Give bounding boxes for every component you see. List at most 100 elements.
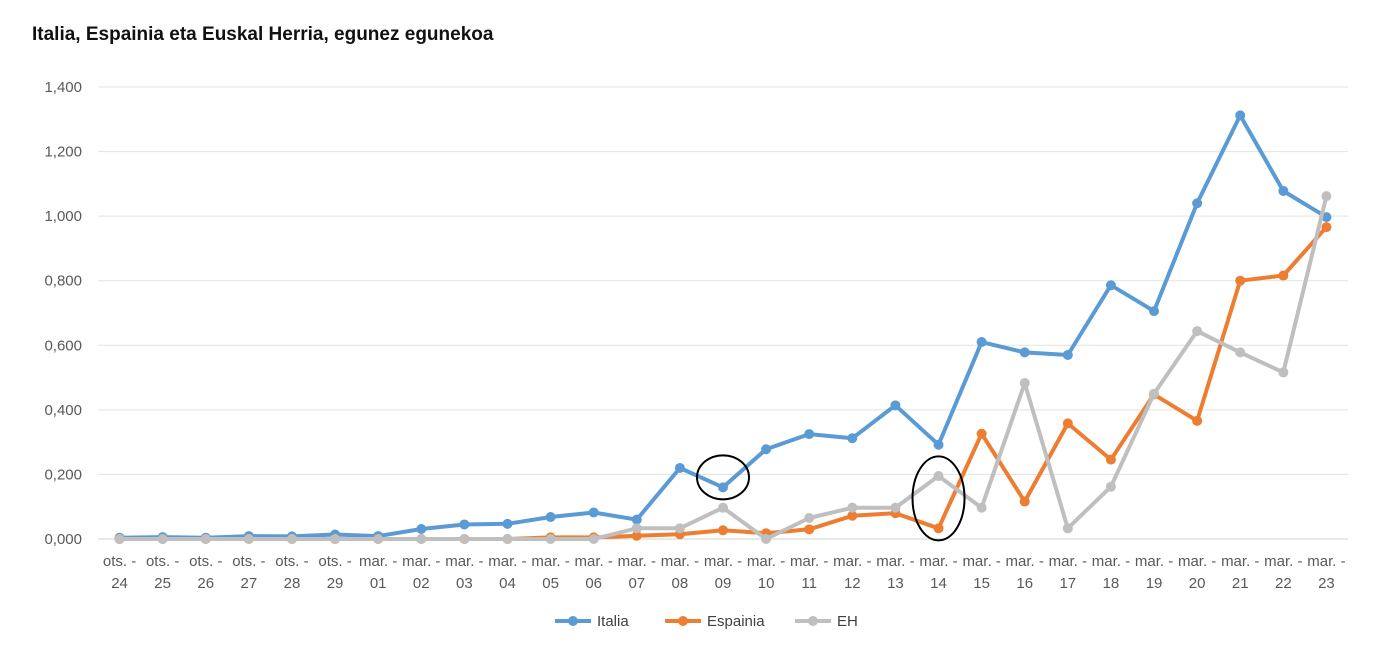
data-point — [502, 518, 513, 529]
legend-item-eh: EH — [795, 613, 858, 630]
data-point — [1321, 212, 1332, 223]
data-point — [1192, 198, 1203, 209]
x-tick-label: mar. -01 — [359, 553, 397, 592]
data-point — [200, 534, 211, 544]
x-tick-label: mar. -03 — [445, 553, 483, 592]
data-point — [674, 462, 685, 473]
x-tick-label: mar. -09 — [704, 553, 742, 592]
data-point — [674, 523, 685, 534]
data-point — [1235, 110, 1246, 121]
series-italia — [114, 110, 1332, 543]
annotations — [696, 454, 966, 542]
data-point — [847, 510, 858, 521]
data-point — [588, 534, 599, 544]
data-point — [1235, 275, 1246, 286]
data-point — [1105, 280, 1116, 291]
y-axis-ticks: 0,000 0,200 0,400 0,600 0,800 1,000 1,200 1,400 — [44, 79, 82, 548]
x-tick-label: ots. -28 — [275, 553, 308, 592]
series-espainia — [114, 222, 1332, 544]
data-point — [416, 523, 427, 534]
y-tick-label: 1,000 — [44, 208, 82, 225]
data-point — [1278, 185, 1289, 196]
data-point — [933, 439, 944, 450]
data-point — [545, 512, 556, 523]
x-tick-label: mar. -15 — [962, 553, 1000, 592]
data-point — [847, 502, 858, 513]
data-point — [761, 534, 772, 544]
annotation-ellipse — [696, 454, 750, 501]
x-tick-label: mar. -16 — [1006, 553, 1044, 592]
x-axis-ticks: ots. -24 ots. -25 ots. -26 ots. -27 ots. -28… — [103, 553, 1346, 592]
x-tick-label: ots. -24 — [103, 553, 136, 592]
data-point — [286, 534, 297, 544]
chart-title: Italia, Espainia eta Euskal Herria, egun… — [32, 24, 494, 45]
data-point — [1062, 418, 1073, 429]
data-point — [1149, 306, 1160, 317]
x-tick-label: mar. -19 — [1135, 553, 1173, 592]
data-point — [804, 429, 815, 440]
x-tick-label: mar. -02 — [402, 553, 440, 592]
x-tick-label: mar. -22 — [1264, 553, 1302, 592]
data-point — [588, 507, 599, 518]
y-tick-label: 0,200 — [44, 466, 82, 483]
x-tick-label: mar. -12 — [833, 553, 871, 592]
data-point — [1321, 191, 1332, 202]
x-tick-label: ots. -26 — [189, 553, 222, 592]
data-point — [1235, 347, 1246, 358]
data-point — [804, 524, 815, 535]
x-tick-label: mar. -13 — [876, 553, 914, 592]
data-point — [976, 502, 987, 513]
data-point — [1278, 270, 1289, 281]
data-point — [933, 471, 944, 482]
data-point — [1062, 349, 1073, 360]
data-point — [330, 534, 341, 544]
data-point — [1019, 378, 1030, 389]
data-point — [631, 514, 642, 525]
x-tick-label: mar. -05 — [531, 553, 569, 592]
data-point — [1192, 326, 1203, 337]
data-point — [1019, 347, 1030, 358]
legend-item-espainia: Espainia — [665, 613, 765, 630]
data-point — [1019, 496, 1030, 507]
data-point — [157, 534, 168, 544]
data-point — [631, 530, 642, 541]
data-point — [804, 513, 815, 524]
data-point — [416, 534, 427, 544]
legend-swatch-marker — [678, 616, 688, 626]
data-point — [459, 519, 470, 530]
x-tick-label: mar. -21 — [1221, 553, 1259, 592]
y-tick-label: 1,200 — [44, 144, 82, 161]
legend-swatch-marker — [568, 616, 578, 626]
data-point — [1105, 481, 1116, 492]
data-point — [243, 534, 254, 544]
x-tick-label: mar. -06 — [575, 553, 613, 592]
series-layer — [114, 110, 1332, 544]
data-point — [1192, 415, 1203, 426]
data-point — [718, 525, 728, 536]
data-point — [373, 534, 384, 544]
data-point — [114, 534, 125, 544]
x-tick-label: mar. -20 — [1178, 553, 1216, 592]
data-point — [976, 337, 987, 348]
series-eh — [114, 191, 1332, 544]
data-point — [761, 444, 772, 455]
x-tick-label: mar. -11 — [790, 553, 828, 592]
gridlines — [98, 86, 1348, 540]
data-point — [718, 502, 728, 513]
data-point — [1278, 367, 1289, 378]
x-tick-label: ots. -27 — [232, 553, 265, 592]
legend-label: Italia — [597, 613, 629, 630]
data-point — [1149, 388, 1160, 399]
data-point — [631, 523, 642, 534]
data-point — [976, 428, 987, 439]
x-tick-label: mar. -04 — [488, 553, 526, 592]
data-point — [933, 523, 944, 534]
x-tick-label: mar. -08 — [661, 553, 699, 592]
data-point — [847, 433, 858, 444]
x-tick-label: mar. -07 — [618, 553, 656, 592]
x-tick-label: mar. -17 — [1049, 553, 1087, 592]
x-tick-label: mar. -18 — [1092, 553, 1130, 592]
x-tick-label: mar. -10 — [747, 553, 785, 592]
y-tick-label: 0,000 — [44, 531, 82, 548]
